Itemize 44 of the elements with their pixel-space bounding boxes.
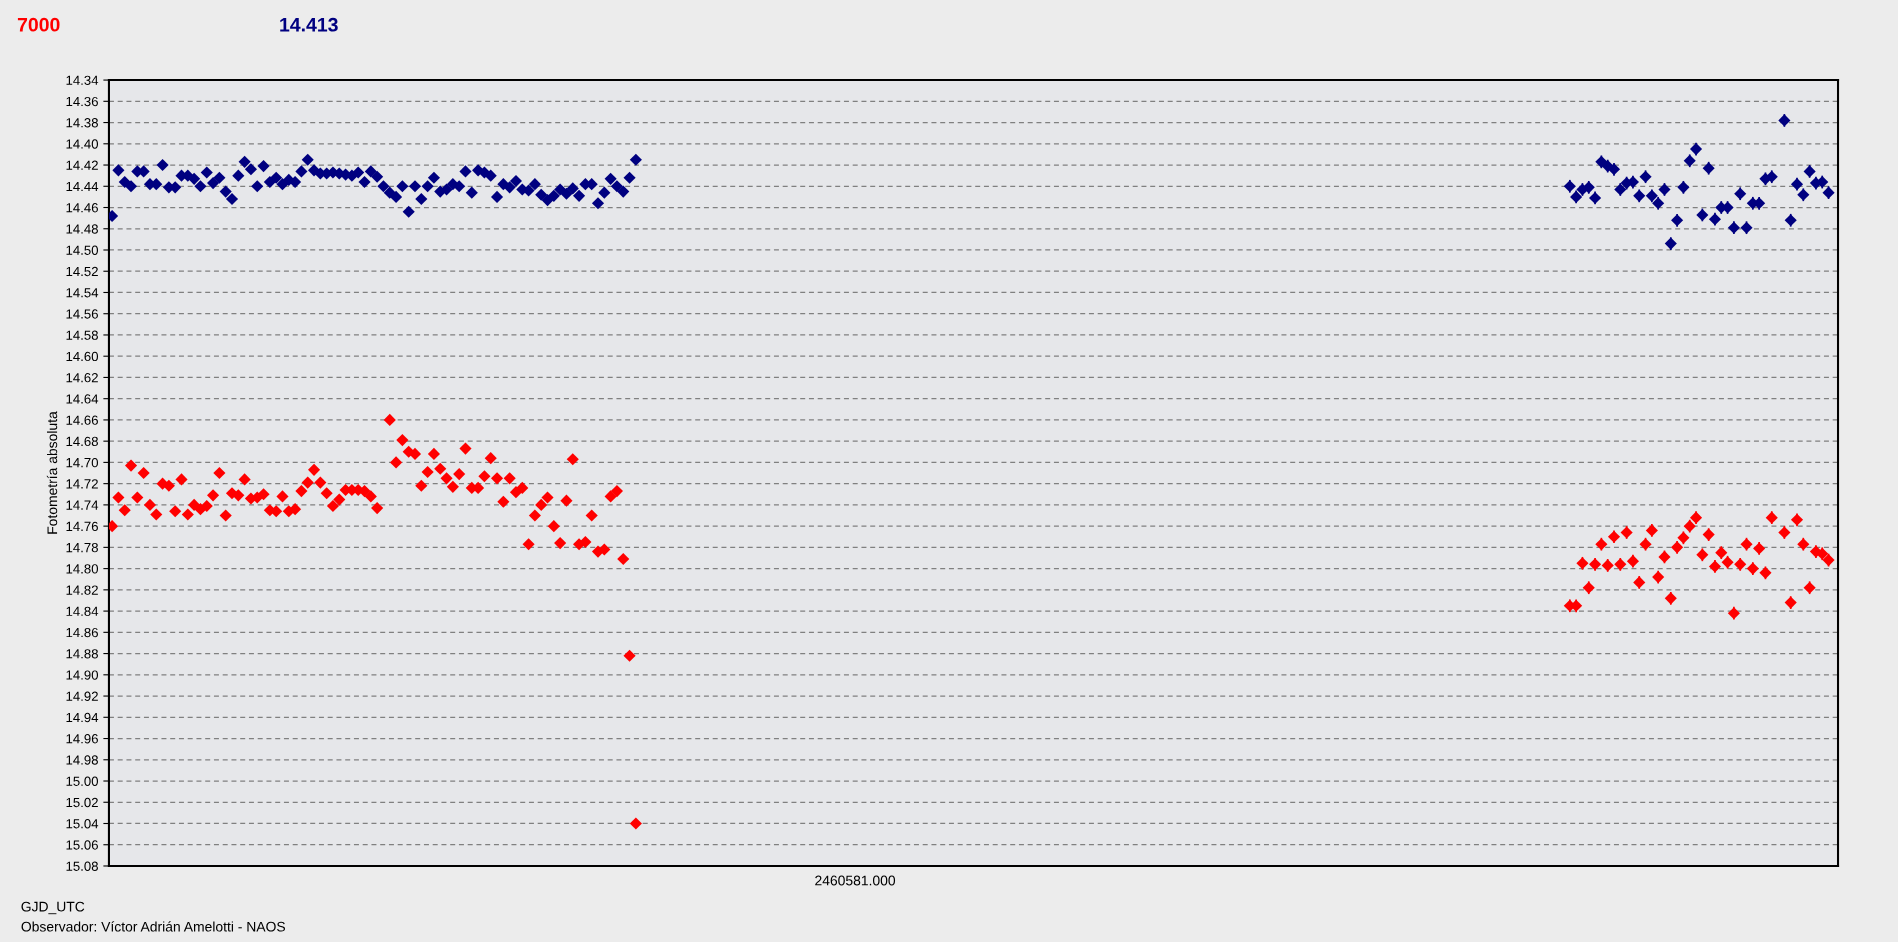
text: 14.413 <box>280 17 338 32</box>
text: 7000 <box>17 17 60 32</box>
y-tick-label: 14.42 <box>66 160 98 170</box>
text: 2460581.000 <box>815 875 896 886</box>
y-tick-label: 14.44 <box>66 181 99 192</box>
y-tick-label: 14.82 <box>66 585 98 595</box>
y-tick-label: 14.50 <box>66 245 99 255</box>
y-tick-label: 14.84 <box>66 606 99 616</box>
y-tick-label: 14.76 <box>66 521 98 532</box>
y-tick-label: 14.36 <box>66 96 98 107</box>
y-axis-title: Fotometría absoluta <box>46 411 58 534</box>
y-tick-label: 15.00 <box>66 776 99 786</box>
y-tick-label: 14.96 <box>66 734 98 744</box>
y-tick-label: 14.46 <box>66 203 98 213</box>
y-tick-label: 14.58 <box>66 330 98 340</box>
y-tick-label: 14.40 <box>66 139 99 149</box>
y-tick-label: 14.90 <box>66 670 99 680</box>
y-tick-label: 14.52 <box>66 266 98 277</box>
y-tick-label: 14.66 <box>66 415 98 425</box>
y-tick-label: 14.62 <box>66 373 98 383</box>
x-axis-title: GJD_UTC <box>21 901 85 915</box>
y-tick-label: 14.72 <box>66 479 98 489</box>
y-tick-label: 14.68 <box>66 436 98 447</box>
y-tick-label: 14.86 <box>66 627 98 638</box>
y-tick-label: 15.08 <box>66 861 98 871</box>
y-tick-label: 14.78 <box>66 542 98 553</box>
y-tick-label: 15.06 <box>66 840 98 850</box>
y-tick-label: 14.34 <box>66 75 99 85</box>
text: Observador: Víctor Adrián Amelotti - NAOS <box>21 921 286 932</box>
y-tick-label: 14.56 <box>66 309 98 319</box>
y-tick-label: 14.54 <box>66 288 99 298</box>
y-tick-label: 14.94 <box>66 712 99 723</box>
y-tick-label: 14.60 <box>66 351 99 362</box>
y-tick-label: 14.80 <box>66 564 99 574</box>
y-tick-label: 15.04 <box>66 819 99 829</box>
y-tick-label: 14.88 <box>66 649 98 659</box>
y-tick-label: 14.74 <box>66 500 99 510</box>
y-tick-label: 14.98 <box>66 755 98 765</box>
y-tick-label: 14.48 <box>66 224 98 234</box>
y-tick-label: 14.70 <box>66 457 99 468</box>
y-tick-label: 14.38 <box>66 118 98 128</box>
y-tick-label: 15.02 <box>66 797 98 808</box>
y-tick-label: 14.92 <box>66 691 98 701</box>
y-tick-label: 14.64 <box>66 394 99 404</box>
